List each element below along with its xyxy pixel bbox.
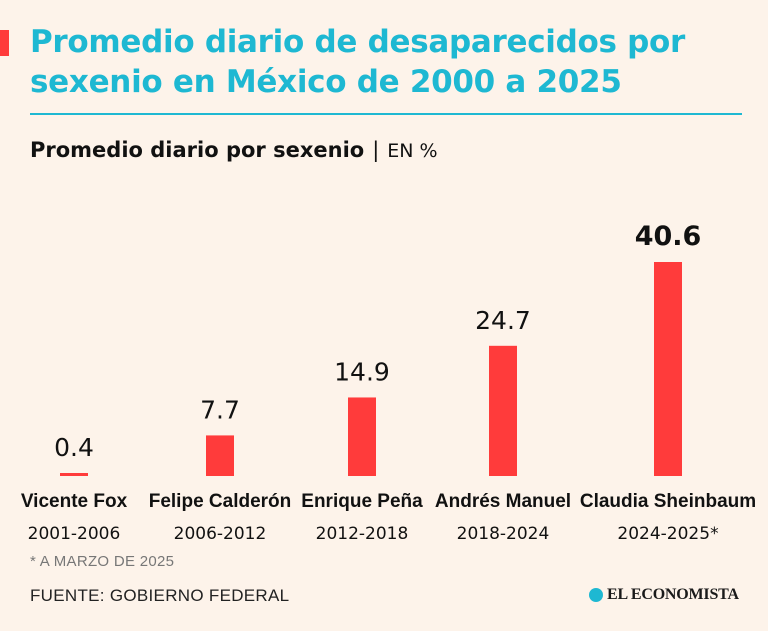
source-note: FUENTE: GOBIERNO FEDERAL [30,586,290,605]
value-label-3: 14.9 [334,357,390,386]
bar-1 [60,473,88,476]
subtitle-separator: | [372,138,380,162]
value-label-1: 0.4 [54,433,94,462]
period-label-1: 2001-2006 [28,524,121,544]
bar-5 [654,262,682,476]
footnote: * A MARZO DE 2025 [30,553,175,570]
period-label-3: 2012-2018 [316,524,409,544]
value-label-5: 40.6 [635,221,702,252]
unit-label: EN % [387,140,438,162]
bar-4 [489,345,517,476]
period-label-2: 2006-2012 [174,524,267,544]
chart-title: Promedio diario de desaparecidos por sex… [30,24,686,100]
value-label-4: 24.7 [475,306,531,335]
bar-chart: 0.4 Vicente Fox 2001-2006 7.7 Felipe Calderó… [21,221,756,544]
bar-3 [348,397,376,476]
publisher-logo: EL ECONOMISTA [589,586,739,604]
category-label-4: Andrés Manuel [435,491,571,512]
logo-text: EL ECONOMISTA [607,586,739,603]
bar-2 [206,435,234,476]
logo-icon [589,588,603,602]
category-label-1: Vicente Fox [21,491,128,512]
title-divider [30,113,742,115]
value-label-2: 7.7 [200,395,240,424]
period-label-5: 2024-2025* [617,524,718,544]
category-label-3: Enrique Peña [301,491,423,512]
subtitle-text: Promedio diario por sexenio [30,138,365,162]
category-label-2: Felipe Calderón [149,491,292,512]
accent-bar [0,30,9,56]
chart-subtitle: Promedio diario por sexenio | EN % [30,138,438,162]
period-label-4: 2018-2024 [457,524,550,544]
category-label-5: Claudia Sheinbaum [580,491,756,512]
